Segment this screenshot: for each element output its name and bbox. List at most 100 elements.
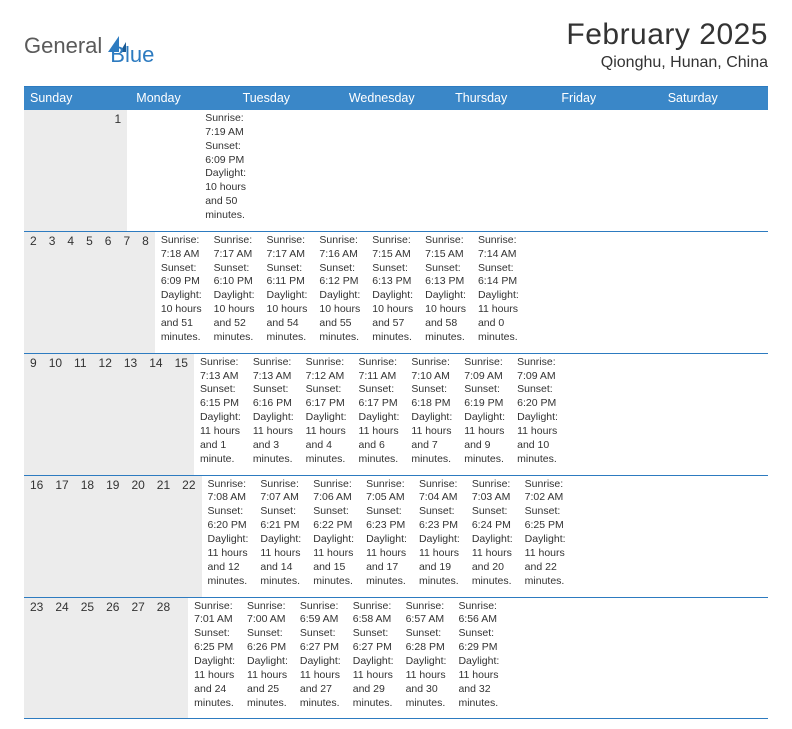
day-number: 2: [24, 232, 43, 353]
page-header: General Blue February 2025 Qionghu, Huna…: [24, 18, 768, 72]
sunrise-text: Sunrise: 7:15 AM: [425, 234, 466, 262]
day-header: Wednesday: [343, 87, 449, 110]
day-number: [176, 598, 188, 719]
day-cell: Sunrise: 7:02 AMSunset: 6:25 PMDaylight:…: [519, 476, 572, 597]
day-cell: Sunrise: 7:13 AMSunset: 6:16 PMDaylight:…: [247, 354, 300, 475]
day-cell: [139, 110, 151, 231]
daylight-text: Daylight: 11 hours and 27 minutes.: [300, 655, 341, 710]
day-number: 24: [49, 598, 74, 719]
sunrise-text: Sunrise: 7:02 AM: [525, 478, 566, 506]
day-number: [94, 110, 108, 231]
day-cell: Sunrise: 7:09 AMSunset: 6:20 PMDaylight:…: [511, 354, 564, 475]
sunset-text: Sunset: 6:24 PM: [472, 505, 513, 533]
day-number: 15: [169, 354, 194, 475]
sunset-text: Sunset: 6:23 PM: [419, 505, 460, 533]
sunrise-text: Sunrise: 7:10 AM: [411, 356, 452, 384]
day-cell: Sunrise: 7:16 AMSunset: 6:12 PMDaylight:…: [313, 232, 366, 353]
day-cell: Sunrise: 7:13 AMSunset: 6:15 PMDaylight:…: [194, 354, 247, 475]
location-subtitle: Qionghu, Hunan, China: [566, 54, 768, 72]
day-number: 27: [125, 598, 150, 719]
day-number-band: 9101112131415: [24, 354, 194, 475]
sunset-text: Sunset: 6:22 PM: [313, 505, 354, 533]
sunset-text: Sunset: 6:17 PM: [359, 383, 400, 411]
day-number: 12: [93, 354, 118, 475]
sunrise-text: Sunrise: 7:14 AM: [478, 234, 519, 262]
sunset-text: Sunset: 6:09 PM: [161, 262, 202, 290]
daylight-text: Daylight: 10 hours and 50 minutes.: [205, 167, 246, 222]
title-block: February 2025 Qionghu, Hunan, China: [566, 18, 768, 72]
day-content-band: Sunrise: 7:13 AMSunset: 6:15 PMDaylight:…: [194, 354, 564, 475]
sunrise-text: Sunrise: 7:07 AM: [260, 478, 301, 506]
day-number: 23: [24, 598, 49, 719]
day-header: Sunday: [24, 87, 130, 110]
day-number: 14: [143, 354, 168, 475]
sunset-text: Sunset: 6:10 PM: [214, 262, 255, 290]
daylight-text: Daylight: 11 hours and 14 minutes.: [260, 533, 301, 588]
sunset-text: Sunset: 6:28 PM: [406, 627, 447, 655]
day-number: 8: [136, 232, 155, 353]
day-number: 20: [125, 476, 150, 597]
daylight-text: Daylight: 11 hours and 20 minutes.: [472, 533, 513, 588]
daylight-text: Daylight: 11 hours and 10 minutes.: [517, 411, 558, 466]
day-cell: Sunrise: 7:17 AMSunset: 6:11 PMDaylight:…: [261, 232, 314, 353]
day-number-band: 16171819202122: [24, 476, 202, 597]
brand-text-blue: Blue: [110, 24, 154, 68]
sunrise-text: Sunrise: 6:59 AM: [300, 600, 341, 628]
day-cell: Sunrise: 7:08 AMSunset: 6:20 PMDaylight:…: [202, 476, 255, 597]
sunset-text: Sunset: 6:27 PM: [300, 627, 341, 655]
day-number: 16: [24, 476, 49, 597]
calendar-page: General Blue February 2025 Qionghu, Huna…: [0, 0, 792, 729]
day-number: [38, 110, 52, 231]
daylight-text: Daylight: 11 hours and 12 minutes.: [208, 533, 249, 588]
day-number: 17: [49, 476, 74, 597]
brand-logo: General Blue: [24, 18, 154, 68]
daylight-text: Daylight: 11 hours and 4 minutes.: [306, 411, 347, 466]
sunset-text: Sunset: 6:09 PM: [205, 140, 246, 168]
sunset-text: Sunset: 6:27 PM: [353, 627, 394, 655]
sunset-text: Sunset: 6:25 PM: [194, 627, 235, 655]
sunset-text: Sunset: 6:25 PM: [525, 505, 566, 533]
daylight-text: Daylight: 11 hours and 1 minute.: [200, 411, 241, 466]
day-content-band: Sunrise: 7:19 AMSunset: 6:09 PMDaylight:…: [127, 110, 252, 231]
day-number: 22: [176, 476, 201, 597]
sunrise-text: Sunrise: 7:11 AM: [359, 356, 400, 384]
sunset-text: Sunset: 6:12 PM: [319, 262, 360, 290]
sunset-text: Sunset: 6:20 PM: [517, 383, 558, 411]
day-number: 1: [108, 110, 127, 231]
sunrise-text: Sunrise: 7:19 AM: [205, 112, 246, 140]
calendar-week-row: 1 Sunrise: 7:19 AMSunset: 6:09 PMDaylight…: [24, 110, 768, 232]
sunrise-text: Sunrise: 7:16 AM: [319, 234, 360, 262]
day-cell: Sunrise: 7:19 AMSunset: 6:09 PMDaylight:…: [199, 110, 252, 231]
day-number: [24, 110, 38, 231]
calendar-week-row: 232425262728Sunrise: 7:01 AMSunset: 6:25…: [24, 598, 768, 720]
day-cell: Sunrise: 7:01 AMSunset: 6:25 PMDaylight:…: [188, 598, 241, 719]
sunrise-text: Sunrise: 7:15 AM: [372, 234, 413, 262]
sunset-text: Sunset: 6:18 PM: [411, 383, 452, 411]
sunrise-text: Sunrise: 7:05 AM: [366, 478, 407, 506]
day-number: 11: [68, 354, 92, 475]
day-header: Monday: [130, 87, 236, 110]
day-cell: Sunrise: 7:18 AMSunset: 6:09 PMDaylight:…: [155, 232, 208, 353]
day-number: 28: [151, 598, 176, 719]
day-number: [66, 110, 80, 231]
day-cell: [187, 110, 199, 231]
sunrise-text: Sunrise: 6:57 AM: [406, 600, 447, 628]
day-cell: Sunrise: 7:09 AMSunset: 6:19 PMDaylight:…: [458, 354, 511, 475]
day-number: 13: [118, 354, 143, 475]
sunset-text: Sunset: 6:13 PM: [425, 262, 466, 290]
day-cell: Sunrise: 7:12 AMSunset: 6:17 PMDaylight:…: [300, 354, 353, 475]
sunrise-text: Sunrise: 7:17 AM: [267, 234, 308, 262]
day-number: 3: [43, 232, 62, 353]
day-number: 25: [75, 598, 100, 719]
day-cell: Sunrise: 6:57 AMSunset: 6:28 PMDaylight:…: [400, 598, 453, 719]
sunrise-text: Sunrise: 7:18 AM: [161, 234, 202, 262]
daylight-text: Daylight: 11 hours and 3 minutes.: [253, 411, 294, 466]
calendar-body: 1Sunrise: 7:19 AMSunset: 6:09 PMDaylight…: [24, 110, 768, 719]
day-cell: Sunrise: 7:05 AMSunset: 6:23 PMDaylight:…: [360, 476, 413, 597]
sunrise-text: Sunrise: 7:04 AM: [419, 478, 460, 506]
day-number: 7: [117, 232, 136, 353]
daylight-text: Daylight: 11 hours and 32 minutes.: [458, 655, 499, 710]
sunrise-text: Sunrise: 7:17 AM: [214, 234, 255, 262]
brand-text-general: General: [24, 33, 102, 59]
day-content-band: Sunrise: 7:08 AMSunset: 6:20 PMDaylight:…: [202, 476, 572, 597]
